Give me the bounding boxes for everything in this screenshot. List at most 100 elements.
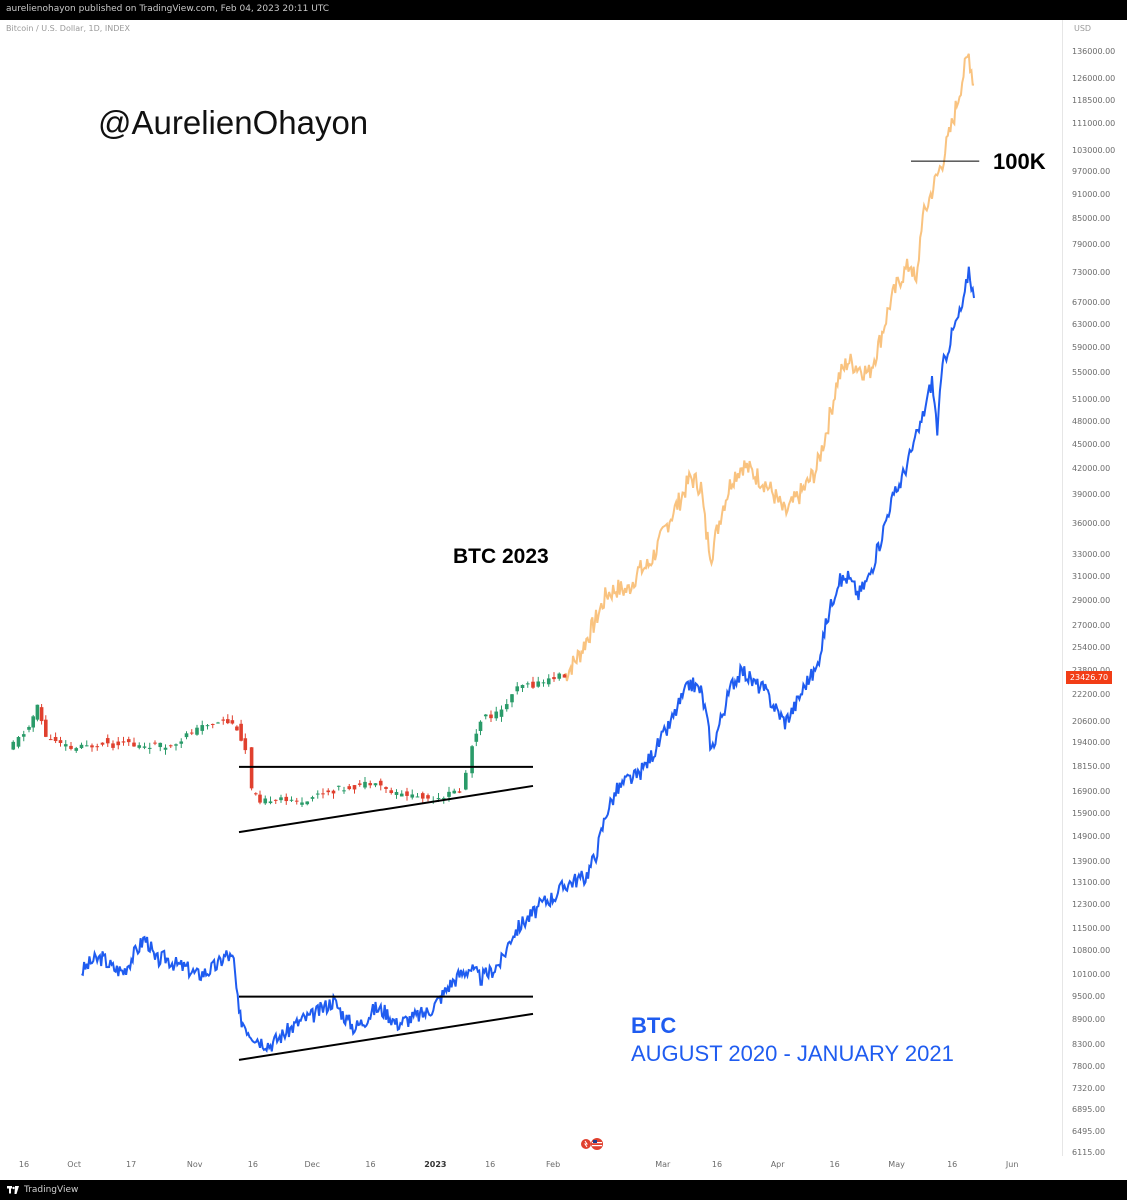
y-tick-label: 9500.00 xyxy=(1072,991,1106,1001)
x-tick-label: Jun xyxy=(1005,1160,1019,1169)
y-tick-label: 111000.00 xyxy=(1072,119,1116,129)
footer-bar: TradingView xyxy=(0,1180,1127,1200)
candle-body xyxy=(452,790,457,794)
candle-body xyxy=(279,797,283,801)
y-tick-label: 13100.00 xyxy=(1072,877,1111,887)
candle-body xyxy=(326,790,331,793)
candle-body xyxy=(226,719,230,724)
y-tick-label: 91000.00 xyxy=(1072,189,1111,199)
candle-body xyxy=(357,783,362,785)
candle-body xyxy=(405,791,409,796)
candle-body xyxy=(79,744,84,749)
candle-body xyxy=(90,745,94,748)
candle-body xyxy=(436,798,441,800)
y-tick-label: 10100.00 xyxy=(1072,969,1111,979)
y-tick-label: 67000.00 xyxy=(1072,298,1111,308)
y-tick-label: 23800.00 xyxy=(1072,666,1110,675)
plot-area[interactable] xyxy=(4,20,1063,1156)
candle-body xyxy=(116,741,121,746)
y-tick-label: 13900.00 xyxy=(1072,856,1111,866)
y-tick-label: 136000.00 xyxy=(1072,47,1116,56)
candle-body xyxy=(235,726,239,731)
candle-body xyxy=(546,678,551,685)
brand-name: TradingView xyxy=(24,1185,79,1195)
y-tick-label: 79000.00 xyxy=(1072,239,1111,249)
btc-2023-label: BTC 2023 xyxy=(453,545,549,568)
candle-body xyxy=(239,723,243,741)
candle-body xyxy=(373,783,378,786)
y-tick-label: 33000.00 xyxy=(1072,549,1111,559)
candle-body xyxy=(447,791,451,797)
candle-body xyxy=(258,794,262,803)
candle-body xyxy=(179,741,184,744)
candle-body xyxy=(510,694,514,703)
candle-body xyxy=(552,677,556,680)
publish-bar: aurelienohayon published on TradingView.… xyxy=(0,0,1127,20)
candle-body xyxy=(195,727,199,735)
y-tick-label: 85000.00 xyxy=(1072,213,1111,223)
projection-series xyxy=(563,53,975,682)
candle-body xyxy=(363,781,367,788)
candle-body xyxy=(111,743,115,748)
y-tick-label: 14900.00 xyxy=(1072,831,1111,841)
y-tick-label: 51000.00 xyxy=(1072,395,1111,405)
candle-body xyxy=(44,719,48,737)
y-tick-label: 6115.00 xyxy=(1072,1148,1106,1157)
x-tick-label: Mar xyxy=(655,1160,671,1169)
y-tick-label: 19400.00 xyxy=(1072,738,1111,748)
y-tick-label: 16900.00 xyxy=(1072,787,1111,797)
candle-body xyxy=(520,684,525,689)
candle-body xyxy=(210,723,215,725)
x-tick-label: 16 xyxy=(247,1160,258,1169)
level-100k-label: 100K xyxy=(993,149,1046,174)
candle-body xyxy=(457,791,462,793)
candle-body xyxy=(132,742,136,747)
candle-body xyxy=(504,704,509,710)
btc-period-label: AUGUST 2020 - JANUARY 2021 xyxy=(631,1041,954,1066)
candle-body xyxy=(53,737,58,742)
y-tick-label: 59000.00 xyxy=(1072,343,1111,353)
x-tick-label: 16 xyxy=(947,1160,958,1169)
x-tick-label: 16 xyxy=(485,1160,496,1169)
candle-body xyxy=(352,785,357,790)
us-flag-event-icon[interactable] xyxy=(581,1137,605,1151)
candle-body xyxy=(174,744,178,746)
candle-body xyxy=(410,794,415,798)
candle-body xyxy=(205,725,210,727)
x-tick-label: 17 xyxy=(126,1160,137,1169)
y-tick-label: 27000.00 xyxy=(1072,620,1111,630)
x-tick-label: May xyxy=(888,1160,905,1169)
candle-body xyxy=(16,737,21,747)
candle-body xyxy=(426,795,430,799)
y-tick-label: 73000.00 xyxy=(1072,267,1111,277)
candle-body xyxy=(84,745,89,747)
y-tick-label: 63000.00 xyxy=(1072,320,1111,330)
candle-body xyxy=(95,746,100,748)
candle-body xyxy=(300,802,304,805)
author-handle: @AurelienOhayon xyxy=(98,104,369,141)
candle-body xyxy=(35,704,40,720)
y-tick-label: 118500.00 xyxy=(1072,95,1116,105)
candle-body xyxy=(294,800,299,802)
candle-body xyxy=(541,682,546,684)
tradingview-logo-icon[interactable] xyxy=(7,1185,19,1195)
y-tick-label: 48000.00 xyxy=(1072,416,1111,426)
candle-body xyxy=(137,745,142,748)
candle-body xyxy=(536,681,541,687)
x-tick-label: 16 xyxy=(711,1160,723,1169)
y-tick-label: 6895.00 xyxy=(1072,1105,1106,1115)
candle-body xyxy=(31,716,35,728)
candle-body xyxy=(562,674,567,678)
candle-body xyxy=(11,741,16,750)
candle-body xyxy=(284,796,289,802)
candle-body xyxy=(342,790,346,792)
candle-body xyxy=(464,772,468,790)
candle-body xyxy=(483,714,488,717)
candle-body xyxy=(163,747,168,750)
y-tick-label: 103000.00 xyxy=(1072,145,1116,155)
candle-body xyxy=(21,734,26,737)
candle-body xyxy=(399,793,404,797)
candle-body xyxy=(254,793,258,795)
candle-body xyxy=(230,720,235,724)
y-tick-label: 29000.00 xyxy=(1072,595,1111,605)
